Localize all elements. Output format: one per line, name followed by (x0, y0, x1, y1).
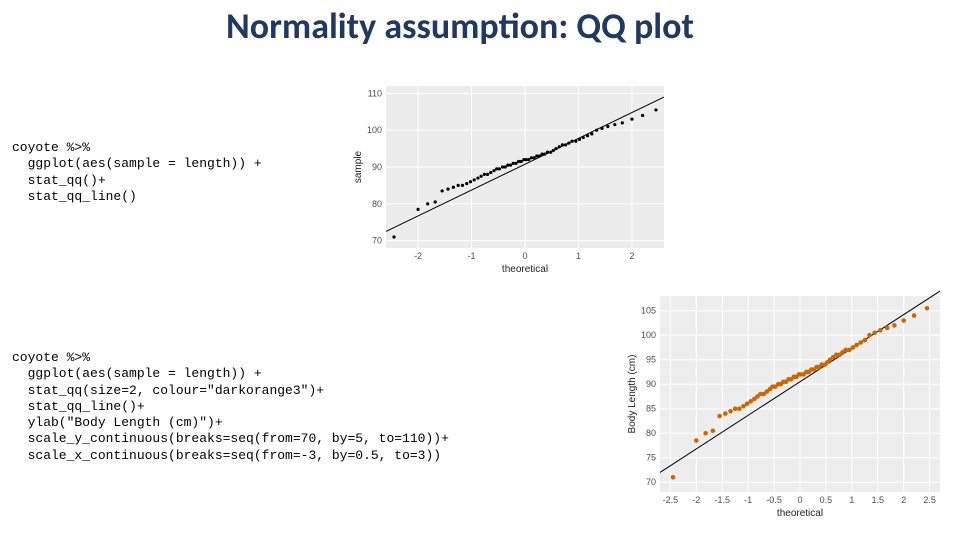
svg-text:70: 70 (646, 477, 656, 487)
svg-text:95: 95 (646, 355, 656, 365)
page-title: Normality assumption: QQ plot (0, 4, 960, 48)
svg-text:70: 70 (372, 236, 382, 246)
svg-text:-1: -1 (744, 495, 752, 505)
svg-text:-1: -1 (468, 251, 476, 261)
svg-text:80: 80 (372, 199, 382, 209)
svg-text:85: 85 (646, 404, 656, 414)
svg-text:90: 90 (372, 162, 382, 172)
svg-text:0.5: 0.5 (820, 495, 833, 505)
svg-text:1: 1 (849, 495, 854, 505)
svg-text:2: 2 (901, 495, 906, 505)
svg-text:2: 2 (629, 251, 634, 261)
svg-text:-2.5: -2.5 (663, 495, 679, 505)
qq-plot-basic: -2-1012708090100110theoreticalsample-2-1… (350, 80, 670, 276)
code-block-1: coyote %>% ggplot(aes(sample = length)) … (12, 140, 262, 205)
svg-text:sample: sample (353, 150, 364, 183)
svg-text:theoretical: theoretical (502, 264, 548, 275)
svg-text:0: 0 (797, 495, 802, 505)
code-block-2: coyote %>% ggplot(aes(sample = length)) … (12, 350, 449, 464)
svg-text:Body Length (cm): Body Length (cm) (627, 355, 638, 434)
svg-text:-2: -2 (692, 495, 700, 505)
svg-text:105: 105 (641, 306, 656, 316)
svg-text:-0.5: -0.5 (766, 495, 782, 505)
svg-text:2.5: 2.5 (923, 495, 936, 505)
svg-text:-2: -2 (414, 251, 422, 261)
svg-text:80: 80 (646, 428, 656, 438)
svg-text:theoretical: theoretical (777, 508, 823, 519)
svg-text:75: 75 (646, 453, 656, 463)
svg-text:1.5: 1.5 (872, 495, 885, 505)
svg-text:0: 0 (522, 251, 527, 261)
svg-text:100: 100 (367, 125, 382, 135)
svg-text:100: 100 (641, 330, 656, 340)
svg-text:110: 110 (368, 88, 382, 98)
svg-text:90: 90 (646, 379, 656, 389)
svg-text:1: 1 (576, 251, 581, 261)
qq-plot-styled: -2.5 -2 -1.5 -1 -0.5 0 0.5 1 1.5 2 2.5 70 75 80 85 90 95… (624, 290, 946, 520)
svg-text:-1.5: -1.5 (714, 495, 730, 505)
